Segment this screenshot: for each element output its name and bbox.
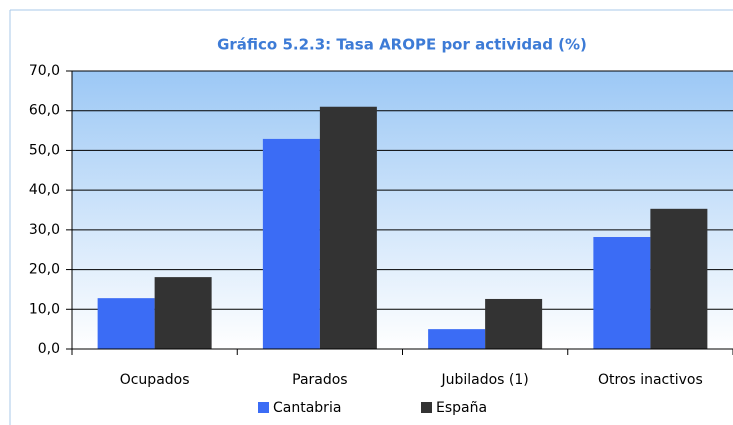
x-tick-label: Parados [292, 372, 347, 388]
legend-label: España [436, 400, 487, 416]
y-tick-label: 70,0 [29, 63, 60, 79]
legend-label: Cantabria [273, 400, 341, 416]
bar [97, 298, 155, 349]
bar [262, 138, 320, 349]
legend-swatch [258, 402, 269, 413]
y-tick-label: 10,0 [29, 301, 60, 317]
y-tick-label: 50,0 [29, 142, 60, 158]
bar [154, 277, 212, 349]
bar [428, 329, 486, 349]
bar [593, 237, 651, 349]
bar [319, 106, 377, 349]
bar [650, 208, 708, 349]
y-tick-label: 0,0 [38, 341, 60, 357]
x-tick-label: Ocupados [120, 372, 190, 388]
chart-title: Gráfico 5.2.3: Tasa AROPE por actividad … [217, 36, 587, 54]
y-tick-label: 20,0 [29, 262, 60, 278]
y-tick-label: 60,0 [29, 103, 60, 119]
y-tick-label: 40,0 [29, 182, 60, 198]
x-tick-label: Jubilados (1) [440, 372, 528, 388]
bar [485, 298, 543, 349]
legend-swatch [421, 402, 432, 413]
y-tick-label: 30,0 [29, 222, 60, 238]
x-tick-label: Otros inactivos [598, 372, 703, 388]
